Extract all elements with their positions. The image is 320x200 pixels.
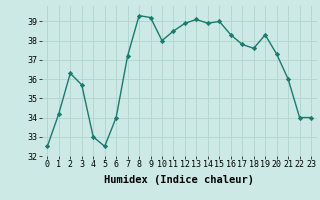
X-axis label: Humidex (Indice chaleur): Humidex (Indice chaleur): [104, 175, 254, 185]
